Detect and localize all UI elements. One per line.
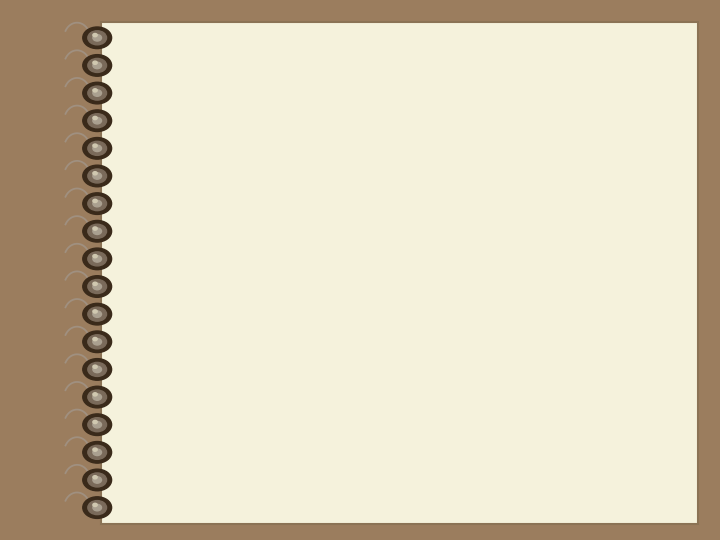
Text: Review: Review	[137, 62, 310, 107]
Text: d.: d.	[155, 464, 174, 483]
Text: b.: b.	[155, 344, 174, 362]
Text: The stage of the cell cycle in which the: The stage of the cell cycle in which the	[137, 162, 684, 186]
Text: Prophase: Prophase	[202, 458, 361, 489]
Text: Cytokinesis: Cytokinesis	[202, 398, 399, 429]
Text: Interphase: Interphase	[202, 277, 389, 308]
Text: nucleus divides is known as:: nucleus divides is known as:	[137, 212, 534, 237]
Text: a.: a.	[155, 284, 173, 302]
Text: c.: c.	[155, 404, 172, 422]
Text: Mitosis: Mitosis	[202, 338, 328, 369]
